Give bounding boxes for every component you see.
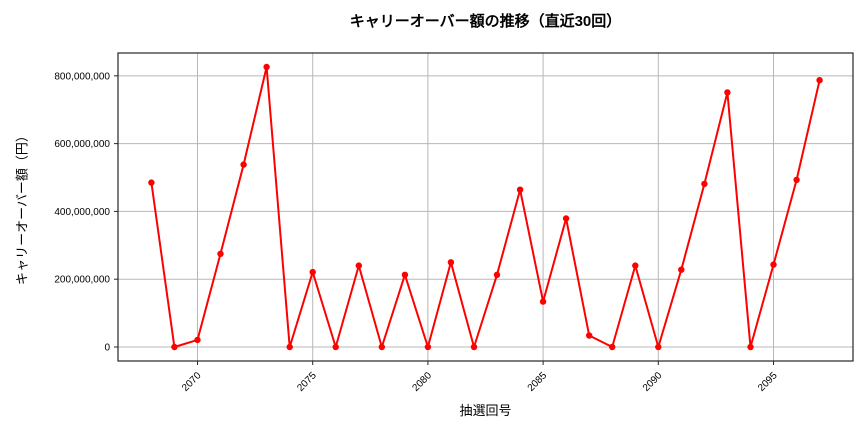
- data-point-marker: [309, 268, 316, 276]
- data-point-marker: [747, 343, 754, 351]
- x-tick-label: 2070: [180, 370, 204, 394]
- data-point-marker: [286, 343, 293, 351]
- x-tick-label: 2095: [756, 370, 780, 394]
- data-point-marker: [401, 271, 409, 278]
- y-tick-label: 0: [104, 343, 110, 354]
- y-tick-label: 200,000,000: [54, 275, 110, 286]
- data-point-marker: [816, 77, 823, 84]
- data-point-marker: [148, 179, 155, 186]
- data-point-marker: [332, 343, 339, 351]
- data-point-marker: [240, 161, 247, 168]
- data-point-marker: [194, 336, 201, 344]
- x-tick-label: 2075: [295, 370, 319, 394]
- data-point-marker: [724, 89, 731, 96]
- data-point-marker: [378, 343, 385, 351]
- data-point-marker: [263, 63, 270, 71]
- data-point-marker: [701, 180, 708, 188]
- data-point-marker: [447, 259, 455, 266]
- data-point-marker: [770, 261, 777, 268]
- data-point-marker: [562, 215, 570, 222]
- y-tick-label: 400,000,000: [54, 207, 110, 218]
- data-point-marker: [793, 176, 800, 184]
- y-tick-label: 600,000,000: [54, 139, 110, 150]
- data-point-marker: [493, 271, 501, 278]
- data-point-marker: [217, 250, 224, 257]
- data-point-marker: [424, 343, 432, 351]
- y-tick-label: 800,000,000: [54, 71, 110, 82]
- data-point-marker: [655, 343, 662, 351]
- data-point-marker: [632, 262, 639, 269]
- data-point-marker: [470, 343, 478, 351]
- data-point-marker: [678, 266, 685, 273]
- x-tick-label: 2090: [641, 370, 665, 394]
- data-point-marker: [609, 343, 616, 351]
- x-axis-label: 抽選回号: [459, 403, 512, 418]
- data-point-marker: [586, 332, 593, 339]
- data-point-marker: [516, 186, 524, 193]
- data-line: [150, 66, 821, 348]
- data-point-marker: [539, 298, 547, 305]
- x-tick-label: 2080: [411, 370, 435, 394]
- data-point-marker: [171, 343, 178, 351]
- plot-border: [117, 52, 854, 362]
- data-point-marker: [355, 262, 362, 269]
- chart-title: キャリーオーバー額の推移（直近30回）: [349, 13, 622, 30]
- x-tick-label: 2085: [526, 370, 550, 394]
